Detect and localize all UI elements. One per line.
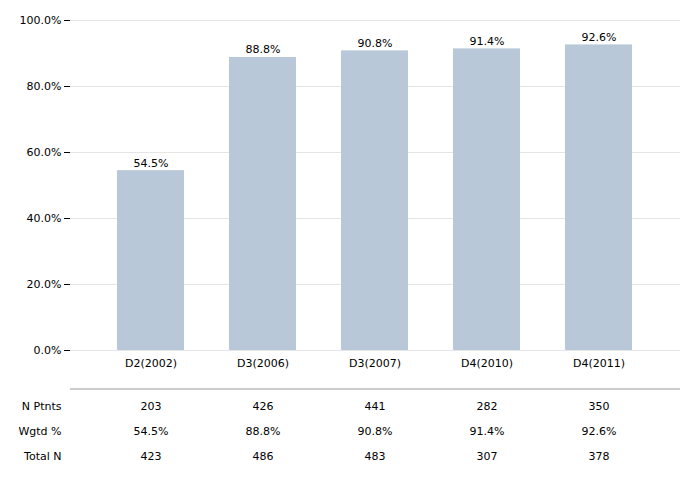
svg-text:20.0%: 20.0% bbox=[27, 278, 62, 291]
svg-text:54.5%: 54.5% bbox=[134, 157, 169, 170]
svg-text:91.4%: 91.4% bbox=[470, 425, 505, 438]
svg-text:483: 483 bbox=[365, 450, 386, 463]
svg-text:Total N: Total N bbox=[23, 450, 61, 463]
svg-text:91.4%: 91.4% bbox=[470, 35, 505, 48]
svg-text:88.8%: 88.8% bbox=[246, 425, 281, 438]
svg-text:90.8%: 90.8% bbox=[358, 425, 393, 438]
svg-text:60.0%: 60.0% bbox=[27, 146, 62, 159]
svg-text:D3(2007): D3(2007) bbox=[349, 357, 401, 370]
svg-text:80.0%: 80.0% bbox=[27, 80, 62, 93]
svg-text:D4(2011): D4(2011) bbox=[573, 357, 625, 370]
svg-text:D3(2006): D3(2006) bbox=[237, 357, 289, 370]
svg-text:40.0%: 40.0% bbox=[27, 212, 62, 225]
svg-text:90.8%: 90.8% bbox=[358, 37, 393, 50]
svg-text:282: 282 bbox=[477, 400, 498, 413]
svg-text:378: 378 bbox=[589, 450, 610, 463]
svg-text:441: 441 bbox=[365, 400, 386, 413]
svg-text:92.6%: 92.6% bbox=[582, 425, 617, 438]
svg-text:100.0%: 100.0% bbox=[20, 14, 62, 27]
svg-text:92.6%: 92.6% bbox=[582, 31, 617, 44]
svg-text:D2(2002): D2(2002) bbox=[125, 357, 177, 370]
svg-text:0.0%: 0.0% bbox=[34, 344, 62, 357]
svg-text:307: 307 bbox=[477, 450, 498, 463]
svg-text:54.5%: 54.5% bbox=[134, 425, 169, 438]
svg-text:203: 203 bbox=[141, 400, 162, 413]
svg-text:D4(2010): D4(2010) bbox=[461, 357, 513, 370]
svg-text:486: 486 bbox=[253, 450, 274, 463]
svg-text:Wgtd %: Wgtd % bbox=[18, 425, 61, 438]
svg-text:350: 350 bbox=[589, 400, 610, 413]
svg-text:423: 423 bbox=[141, 450, 162, 463]
svg-text:88.8%: 88.8% bbox=[246, 43, 281, 56]
svg-text:N Ptnts: N Ptnts bbox=[22, 400, 62, 413]
svg-text:426: 426 bbox=[253, 400, 274, 413]
